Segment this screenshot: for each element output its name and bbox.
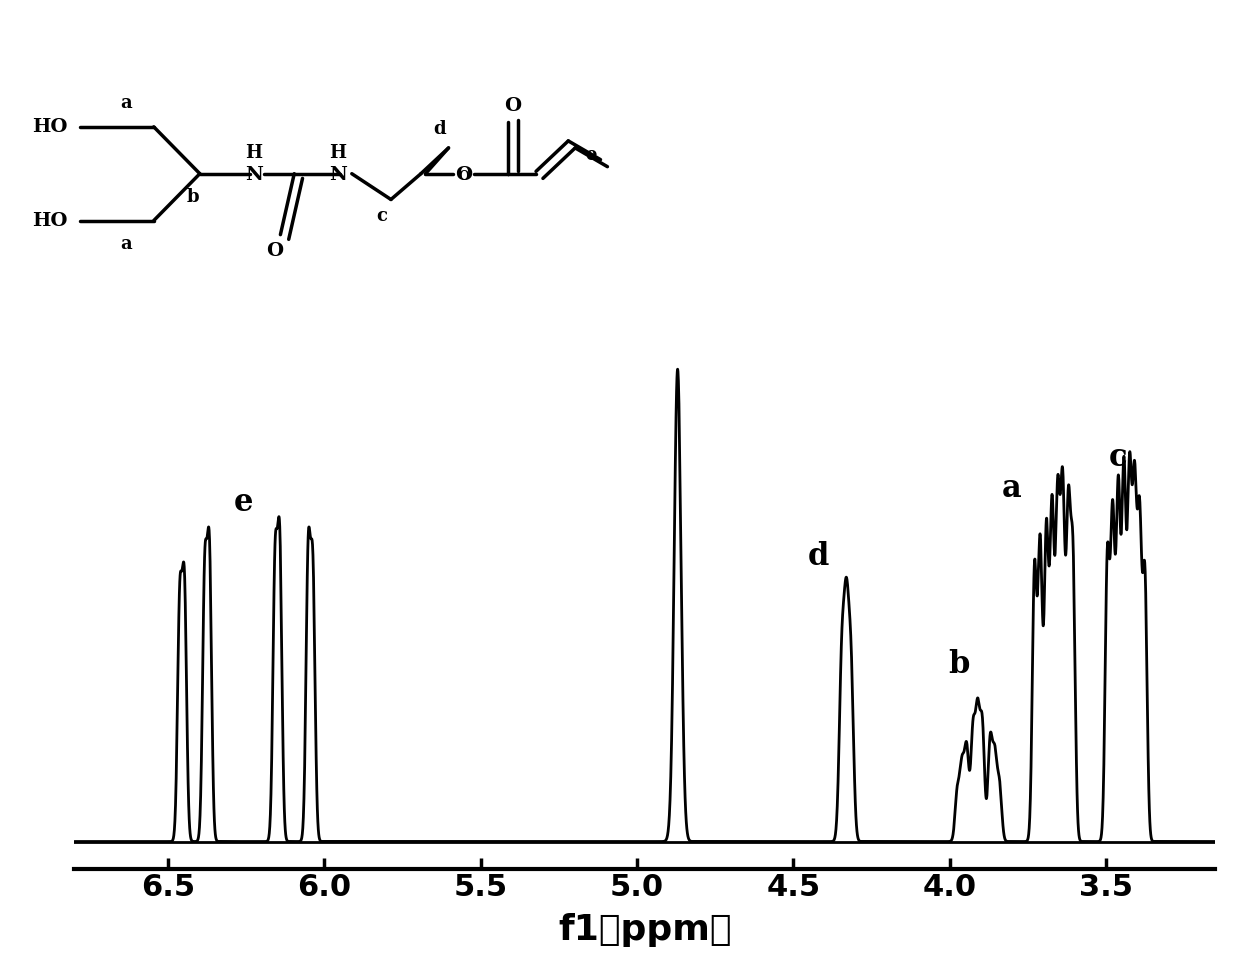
Text: O: O — [505, 96, 522, 115]
Text: e: e — [585, 146, 596, 164]
Text: c: c — [376, 207, 387, 225]
Text: O: O — [455, 166, 472, 183]
Text: HO: HO — [32, 118, 68, 136]
Text: HO: HO — [32, 211, 68, 230]
Text: H: H — [246, 144, 262, 161]
Text: b: b — [949, 648, 970, 679]
Text: a: a — [1002, 473, 1022, 504]
Text: e: e — [233, 486, 253, 517]
Text: N: N — [329, 166, 347, 183]
Text: c: c — [1109, 442, 1127, 473]
Text: H: H — [330, 144, 346, 161]
Text: d: d — [807, 540, 830, 571]
X-axis label: f1（ppm）: f1（ppm） — [558, 914, 732, 948]
Text: b: b — [186, 188, 200, 207]
Text: O: O — [267, 242, 284, 260]
Text: a: a — [120, 95, 131, 112]
Text: d: d — [433, 121, 445, 138]
Text: N: N — [244, 166, 263, 183]
Text: a: a — [120, 235, 131, 253]
Text: o: o — [458, 166, 469, 183]
